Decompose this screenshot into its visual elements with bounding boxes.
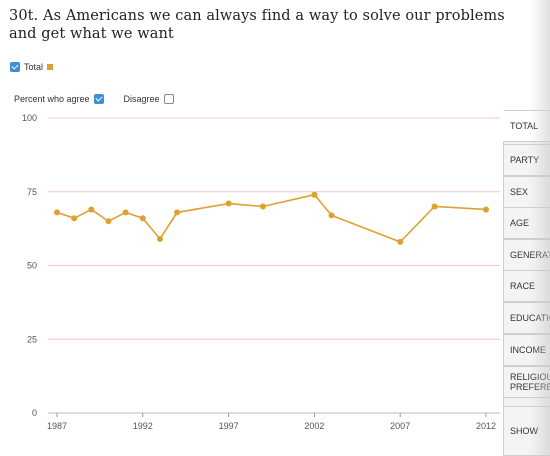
- response-filters: Percent who agree Disagree: [14, 94, 174, 104]
- tab-label: SEX: [510, 187, 529, 197]
- data-point-1990[interactable]: [105, 218, 112, 225]
- tab-show[interactable]: SHOW: [504, 406, 550, 456]
- agree-checkbox[interactable]: [93, 94, 104, 104]
- tab-label: INCOME: [510, 345, 546, 355]
- tab-label: GENERATION: [510, 250, 550, 260]
- tab-total[interactable]: TOTAL: [503, 110, 550, 142]
- x-tick-label: 1987: [47, 421, 67, 431]
- tab-party[interactable]: PARTY: [504, 144, 550, 176]
- disagree-label: Disagree: [123, 94, 160, 104]
- y-tick-label: 100: [22, 113, 37, 123]
- data-point-2002[interactable]: [311, 191, 318, 198]
- disagree-checkbox[interactable]: [163, 94, 174, 104]
- x-tick-label: 1992: [133, 421, 153, 431]
- series-line-total: [56, 193, 487, 243]
- legend-total-label: Total: [24, 62, 44, 72]
- data-point-1991[interactable]: [122, 209, 129, 216]
- data-point-2007[interactable]: [397, 238, 404, 245]
- tab-sex[interactable]: SEX: [504, 176, 550, 208]
- tab-religious-preference[interactable]: RELIGIOUS PREFERENCE: [504, 366, 550, 398]
- data-point-2003[interactable]: [328, 212, 335, 219]
- tab-label: RELIGIOUS PREFERENCE: [510, 372, 550, 392]
- agree-label: Percent who agree: [14, 94, 90, 104]
- tab-label: RACE: [510, 281, 536, 291]
- legend: Total: [10, 62, 54, 72]
- tab-income[interactable]: INCOME: [504, 334, 550, 366]
- tab-label: AGE: [510, 218, 530, 228]
- tab-education[interactable]: EDUCATION: [504, 302, 550, 334]
- y-tick-label: 50: [27, 261, 37, 271]
- tab-generation[interactable]: GENERATION: [504, 239, 550, 271]
- data-point-1988[interactable]: [71, 215, 78, 222]
- x-tick-label: 2012: [476, 421, 496, 431]
- y-tick-label: 75: [27, 187, 37, 197]
- tab-label: TOTAL: [510, 121, 539, 131]
- data-point-1989[interactable]: [88, 206, 95, 213]
- tab-age[interactable]: AGE: [504, 207, 550, 239]
- tab-label: PARTY: [510, 155, 540, 165]
- tab-race[interactable]: RACE: [504, 270, 550, 302]
- legend-total-swatch: [47, 64, 54, 70]
- data-point-1992[interactable]: [139, 215, 146, 222]
- breakdown-tabs: TOTAL PARTY SEX AGE GENERATION RACE EDUCATION I…: [503, 110, 550, 456]
- data-point-1994[interactable]: [174, 209, 181, 216]
- data-point-1997[interactable]: [225, 200, 232, 207]
- y-tick-label: 25: [27, 334, 37, 344]
- chart-title: 30t. As Americans we can always find a w…: [9, 8, 505, 42]
- total-checkbox[interactable]: [10, 62, 20, 72]
- x-tick-label: 2007: [390, 421, 410, 431]
- data-point-1999[interactable]: [259, 203, 266, 210]
- x-tick-label: 2002: [304, 421, 324, 431]
- data-point-1993[interactable]: [156, 235, 163, 242]
- y-tick-label: 0: [32, 408, 37, 418]
- data-point-2009[interactable]: [431, 203, 438, 210]
- data-point-1987[interactable]: [54, 209, 60, 216]
- tab-label: EDUCATION: [510, 313, 550, 323]
- x-tick-label: 1997: [219, 421, 239, 431]
- data-point-2012[interactable]: [483, 206, 489, 213]
- tab-label: SHOW: [510, 426, 538, 436]
